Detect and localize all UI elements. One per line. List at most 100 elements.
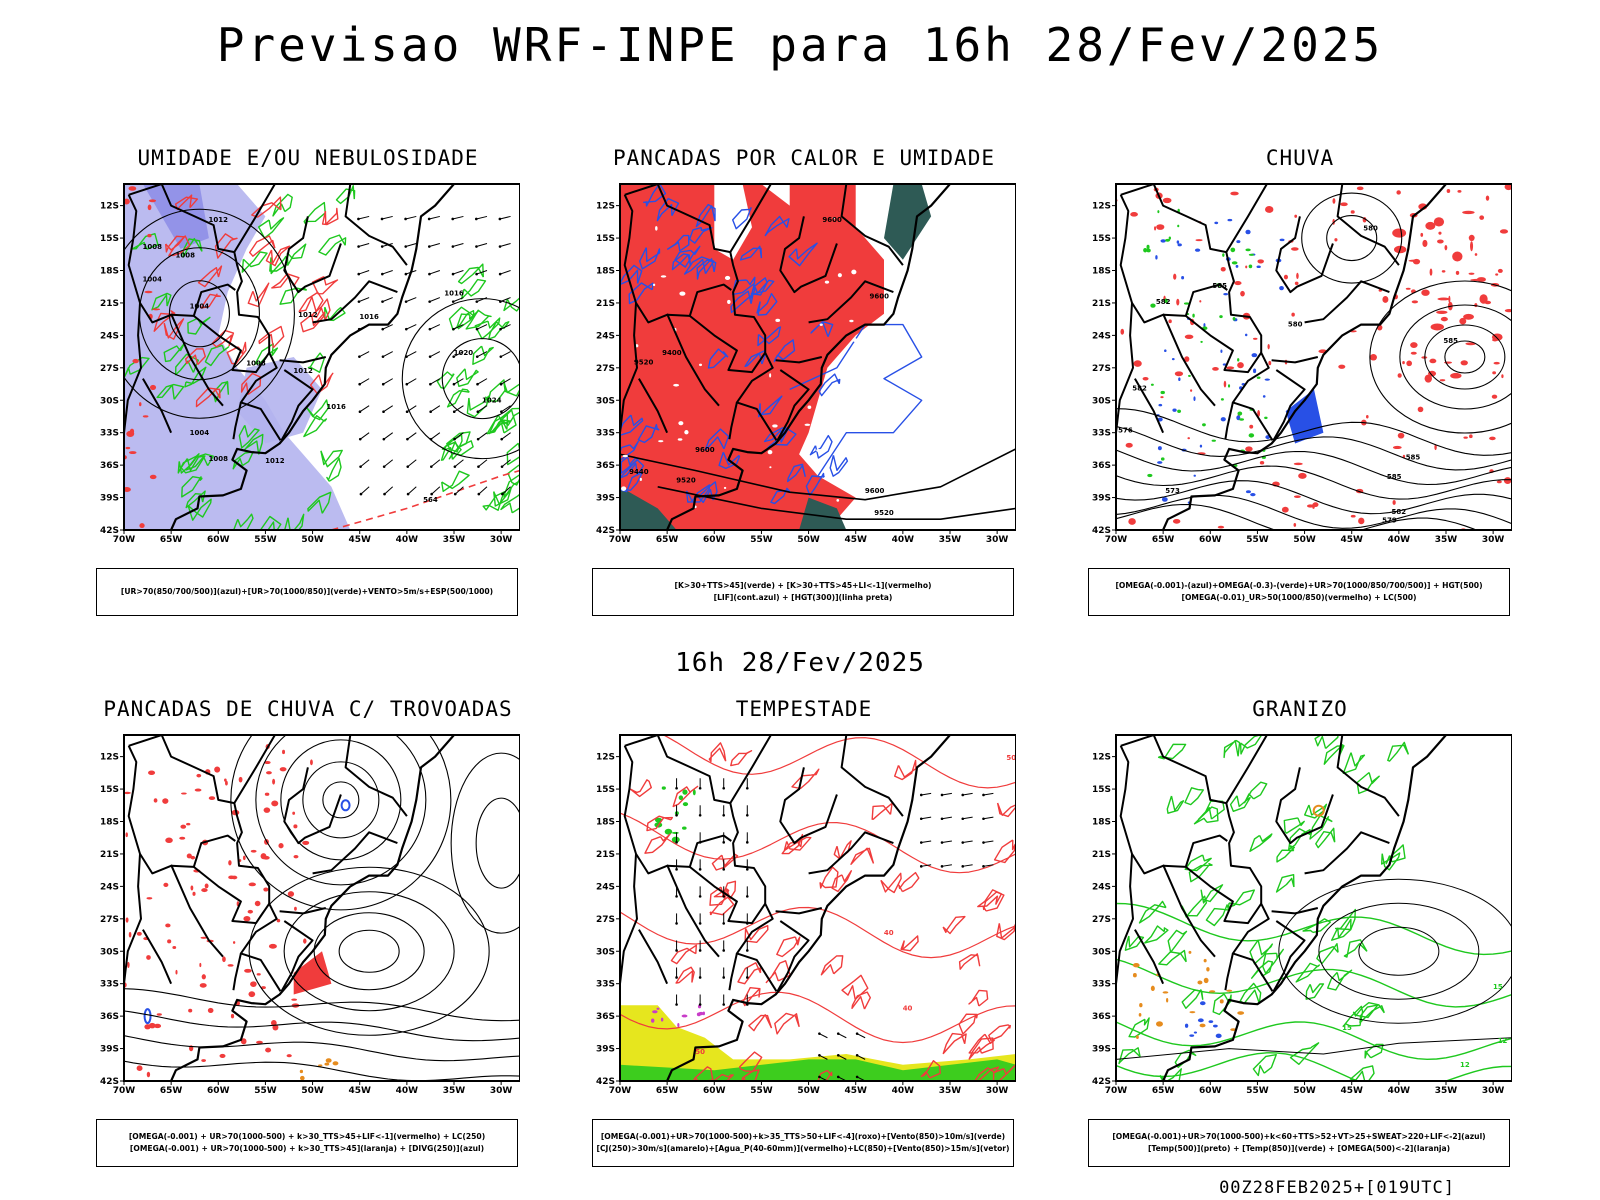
lon-tick-label: 70W	[609, 1086, 632, 1096]
rain-area-red	[1452, 251, 1463, 262]
plot-border	[123, 734, 520, 1082]
wind-vector-head	[380, 245, 384, 248]
rain-area-red	[1455, 270, 1460, 275]
rain-area-blue	[1193, 474, 1196, 477]
rain-area-red	[1252, 337, 1258, 340]
country-border	[193, 315, 271, 374]
humidity-contour-green	[507, 464, 520, 486]
temperature-850-green	[1334, 908, 1356, 931]
omega-orange	[1132, 962, 1140, 968]
humidity-contour-green	[254, 343, 279, 365]
thunderstorm-area-red	[310, 759, 313, 766]
lon-tick-label: 65W	[160, 535, 183, 545]
lat-tick-label: 18S	[1092, 818, 1111, 828]
wind-vector	[453, 405, 464, 413]
streamline	[450, 752, 520, 934]
temperature-850-green	[1283, 817, 1305, 834]
temperature-850-green	[1118, 1047, 1141, 1065]
rain-area-blue	[1157, 446, 1162, 451]
wind-vector	[381, 215, 393, 220]
wind-vector	[819, 1033, 828, 1039]
rain-area-green	[1239, 418, 1245, 421]
rain-area-red	[1493, 361, 1500, 365]
temperature-850-green	[1352, 1002, 1379, 1019]
wind-850-green	[661, 786, 666, 790]
thunderstorm-area-red	[125, 832, 128, 838]
contour-label: 1012	[298, 311, 318, 319]
wind-vector-head	[381, 355, 385, 358]
wind-vector	[405, 215, 417, 220]
humidity-contour-green	[500, 493, 520, 514]
legend-line-2: [Temp(500)](preto) + [Temp(850)](verde) …	[1147, 1144, 1451, 1153]
precipitable-water-red	[692, 1066, 714, 1081]
wind-flag-marker	[724, 275, 731, 281]
wind-vector-head	[698, 813, 702, 817]
humidity-contour-green	[503, 296, 520, 312]
height-contour	[1369, 280, 1512, 434]
lifted-index-contour-blue	[788, 242, 818, 267]
temperature-850-green	[1275, 874, 1295, 893]
panel-granizo: GRANIZO 15 15 12 12 12S 15S 18S 21S 24S 27S 30S 33S…	[1088, 697, 1512, 1167]
country-border	[142, 929, 173, 985]
thunderstorm-area-red	[303, 938, 307, 944]
storm-area-orange	[318, 1064, 323, 1067]
rain-area-blue	[1220, 349, 1223, 353]
rain-area-red	[1422, 239, 1428, 248]
contour-label: 582	[1132, 385, 1147, 393]
hail-area-blue	[1193, 1031, 1198, 1034]
lon-tick-label: 35W	[443, 1086, 466, 1096]
thunderstorm-area-red	[165, 837, 173, 844]
rain-area-red	[1463, 436, 1468, 439]
rain-area-red	[1497, 268, 1503, 273]
lat-tick-label: 30S	[1092, 396, 1111, 406]
temperature-850-green	[1249, 833, 1273, 852]
rain-area-blue	[1155, 255, 1158, 260]
wind-vector-head	[722, 895, 726, 898]
thickness-contour-red	[251, 196, 282, 218]
wind-vector-head	[698, 976, 702, 979]
rain-area-red	[1437, 297, 1450, 301]
wind-flag-marker	[658, 440, 664, 443]
humidity-contour-green	[472, 345, 494, 365]
wind-vector	[941, 840, 952, 844]
contour-label: 1016	[444, 289, 464, 297]
temperature-850-green	[1116, 902, 1512, 956]
rain-area-green	[1165, 238, 1171, 242]
wind-vector	[500, 297, 511, 303]
rain-area-green	[1232, 316, 1236, 321]
wind-vector-head	[698, 1003, 702, 1006]
wind-vector-head	[474, 217, 478, 221]
temperature-850-green	[1387, 741, 1410, 762]
wind-vector-head	[722, 868, 726, 871]
lon-tick-label: 30W	[986, 1086, 1009, 1096]
wind-vector-head	[919, 817, 923, 821]
rain-area-green	[1264, 416, 1268, 420]
contour-label: 1024	[482, 396, 502, 404]
wind-vector-head	[500, 465, 504, 468]
temperature-850-green	[1144, 925, 1169, 944]
wind-flag-marker	[679, 291, 686, 296]
wind-vector	[477, 432, 488, 440]
thickness-contour-red	[265, 245, 291, 267]
temperature-850-green	[1157, 743, 1187, 760]
wind-vector	[431, 486, 441, 495]
rain-area-red	[1120, 328, 1125, 335]
contour-label: 1020	[454, 349, 474, 357]
wind-vector-head	[499, 300, 502, 303]
wind-vector-head	[382, 437, 386, 441]
rain-area-green	[1227, 384, 1231, 388]
contour-label: 9600	[870, 293, 890, 301]
thunderstorm-area-red	[292, 811, 296, 815]
contour-label: 9600	[695, 446, 715, 454]
contour-label: 582	[1156, 298, 1171, 306]
rain-area-red	[1396, 190, 1401, 195]
rain-area-red	[1245, 265, 1248, 269]
lat-tick-label: 27S	[1092, 364, 1111, 374]
thunderstorm-area-red	[263, 807, 271, 813]
humidity-contour-green	[307, 491, 332, 514]
precipitable-water-red	[988, 1024, 1011, 1041]
omega-orange	[1166, 998, 1169, 1003]
humidity-contour-green	[326, 457, 342, 482]
wind-vector-head	[498, 245, 502, 248]
